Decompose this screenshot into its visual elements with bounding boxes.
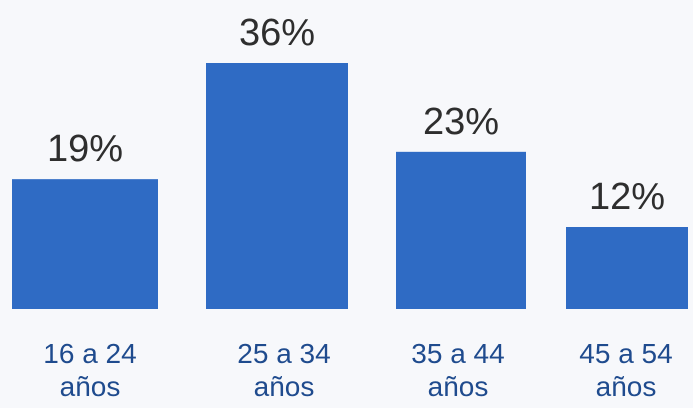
bar-0 <box>12 179 158 309</box>
category-label-3-line-0: 45 a 54 <box>579 338 672 369</box>
category-label-2-line-1: años <box>428 371 489 402</box>
value-label-1: 36% <box>239 12 315 54</box>
bar-1 <box>206 63 348 309</box>
category-label-0-line-1: años <box>60 371 121 402</box>
value-label-0: 19% <box>47 128 123 170</box>
category-label-0-line-0: 16 a 24 <box>43 338 136 369</box>
bar-2 <box>396 151 526 309</box>
bar-3 <box>566 227 688 309</box>
category-label-1-line-0: 25 a 34 <box>237 338 330 369</box>
category-label-1-line-1: años <box>254 371 315 402</box>
value-label-2: 23% <box>423 101 499 143</box>
category-label-3-line-1: años <box>596 371 657 402</box>
category-label-2-line-0: 35 a 44 <box>411 338 504 369</box>
value-label-3: 12% <box>589 176 665 218</box>
